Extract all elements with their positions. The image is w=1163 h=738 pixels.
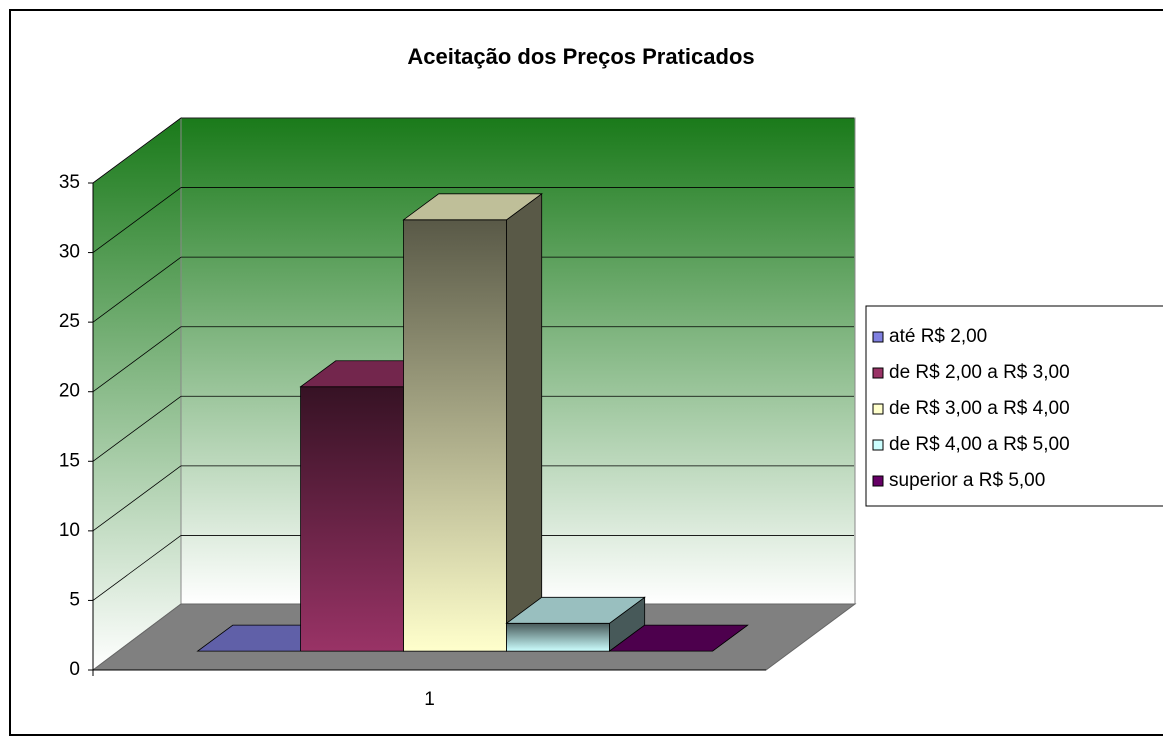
grid-line — [92, 535, 182, 601]
y-tick-label: 35 — [59, 172, 80, 193]
grid-line — [92, 465, 182, 532]
legend-swatch — [872, 439, 884, 451]
legend-swatch — [872, 367, 884, 379]
y-tick-label: 10 — [59, 520, 80, 541]
y-tick-label: 20 — [59, 381, 80, 402]
legend-label: de R$ 3,00 a R$ 4,00 — [889, 398, 1070, 419]
y-tick-label: 30 — [59, 242, 80, 263]
bar-top — [402, 193, 543, 221]
legend-swatch — [872, 475, 884, 487]
grid-line — [92, 326, 182, 393]
legend-label: até R$ 2,00 — [889, 326, 987, 347]
bar-side — [506, 193, 543, 652]
x-tick-label: 1 — [424, 689, 435, 710]
grid-line — [92, 117, 182, 184]
legend-label: de R$ 2,00 a R$ 3,00 — [889, 362, 1070, 383]
bar-top — [608, 624, 749, 652]
bar-top — [505, 596, 646, 624]
y-tick-label: 15 — [59, 450, 80, 471]
legend-label: superior a R$ 5,00 — [889, 470, 1045, 491]
bar — [300, 386, 404, 652]
y-tick-label: 25 — [59, 311, 80, 332]
chart-title: Aceitação dos Preços Praticados — [407, 44, 754, 69]
side-wall — [92, 117, 182, 671]
grid-line — [92, 256, 182, 323]
y-tick-label: 5 — [69, 589, 80, 610]
grid-line — [92, 395, 182, 462]
bar — [403, 219, 507, 652]
legend-box — [865, 305, 1163, 507]
legend-swatch — [872, 403, 884, 415]
grid-line — [92, 187, 182, 253]
y-tick-label: 0 — [69, 659, 80, 680]
bar — [506, 622, 610, 652]
legend-swatch — [872, 331, 884, 343]
legend-label: de R$ 4,00 a R$ 5,00 — [889, 434, 1070, 455]
